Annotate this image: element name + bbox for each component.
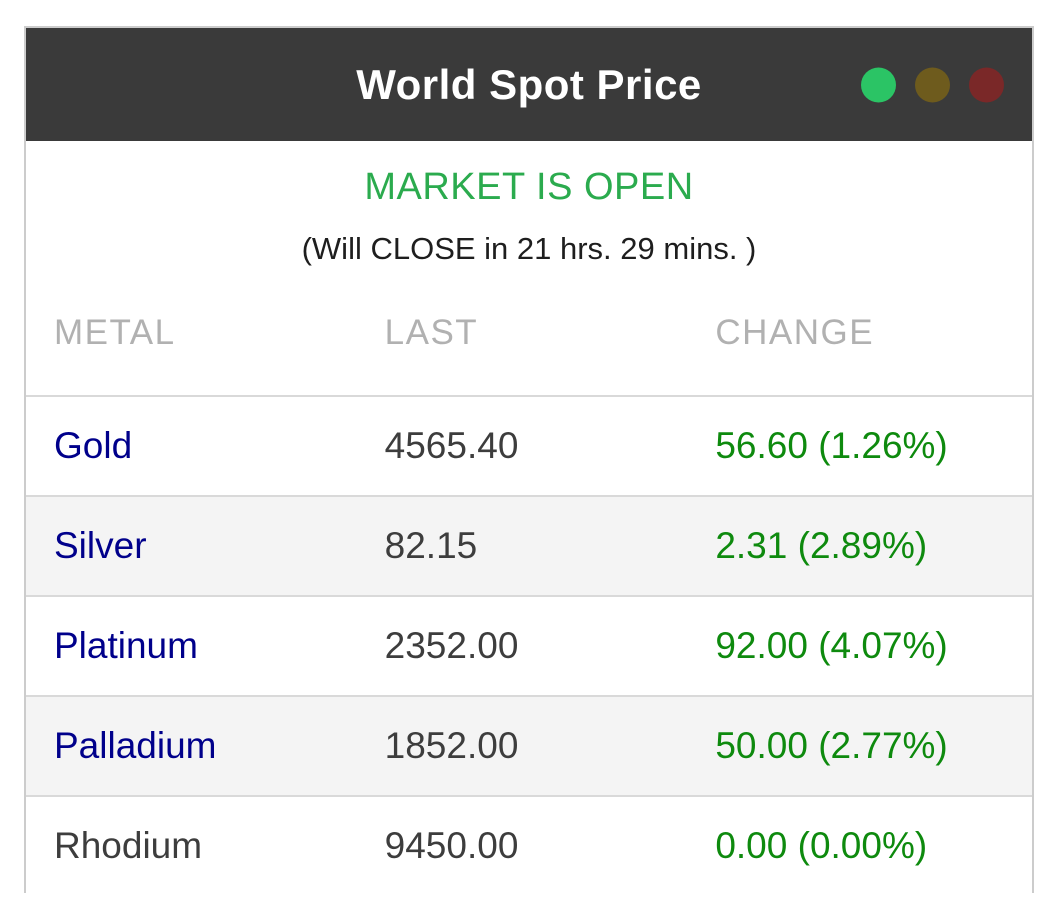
market-countdown-text: (Will CLOSE in 21 hrs. 29 mins. ) bbox=[301, 231, 757, 266]
red-dot-icon[interactable] bbox=[969, 67, 1004, 102]
metal-cell[interactable]: Platinum bbox=[54, 625, 198, 666]
column-header-metal: METAL bbox=[54, 313, 176, 352]
green-dot-icon[interactable] bbox=[861, 67, 896, 102]
last-cell: 9450.00 bbox=[384, 825, 519, 866]
column-header-change: CHANGE bbox=[715, 313, 875, 352]
title-bar: World Spot Price bbox=[26, 28, 1032, 141]
metal-cell[interactable]: Silver bbox=[54, 525, 147, 566]
table-row: Palladium 1852.00 50.00 (2.77%) bbox=[26, 695, 1032, 795]
metal-cell[interactable]: Gold bbox=[54, 425, 133, 466]
change-cell: 92.00 (4.07%) bbox=[715, 625, 948, 666]
window-controls bbox=[861, 67, 1004, 102]
price-table-body: Gold 4565.40 56.60 (1.26%) Silver 82.15 … bbox=[26, 395, 1032, 895]
metal-cell: Rhodium bbox=[54, 825, 203, 866]
market-state-text: MARKET IS OPEN bbox=[364, 166, 694, 208]
market-status-section: MARKET IS OPEN (Will CLOSE in 21 hrs. 29… bbox=[26, 141, 1032, 271]
table-row: Silver 82.15 2.31 (2.89%) bbox=[26, 495, 1032, 595]
metal-cell[interactable]: Palladium bbox=[54, 725, 217, 766]
last-cell: 1852.00 bbox=[384, 725, 519, 766]
window-title: World Spot Price bbox=[356, 60, 702, 108]
last-cell: 82.15 bbox=[384, 525, 478, 566]
table-row: Rhodium 9450.00 0.00 (0.00%) bbox=[26, 795, 1032, 895]
olive-dot-icon[interactable] bbox=[915, 67, 950, 102]
change-cell: 0.00 (0.00%) bbox=[715, 825, 928, 866]
column-header-last: LAST bbox=[384, 313, 479, 352]
table-header-row: METAL LAST CHANGE bbox=[26, 271, 1032, 395]
last-cell: 2352.00 bbox=[384, 625, 519, 666]
last-cell: 4565.40 bbox=[384, 425, 519, 466]
table-row: Platinum 2352.00 92.00 (4.07%) bbox=[26, 595, 1032, 695]
change-cell: 2.31 (2.89%) bbox=[715, 525, 928, 566]
change-cell: 56.60 (1.26%) bbox=[715, 425, 948, 466]
spot-price-widget: World Spot Price MARKET IS OPEN (Will CL… bbox=[24, 26, 1034, 895]
change-cell: 50.00 (2.77%) bbox=[715, 725, 948, 766]
table-row: Gold 4565.40 56.60 (1.26%) bbox=[26, 395, 1032, 495]
